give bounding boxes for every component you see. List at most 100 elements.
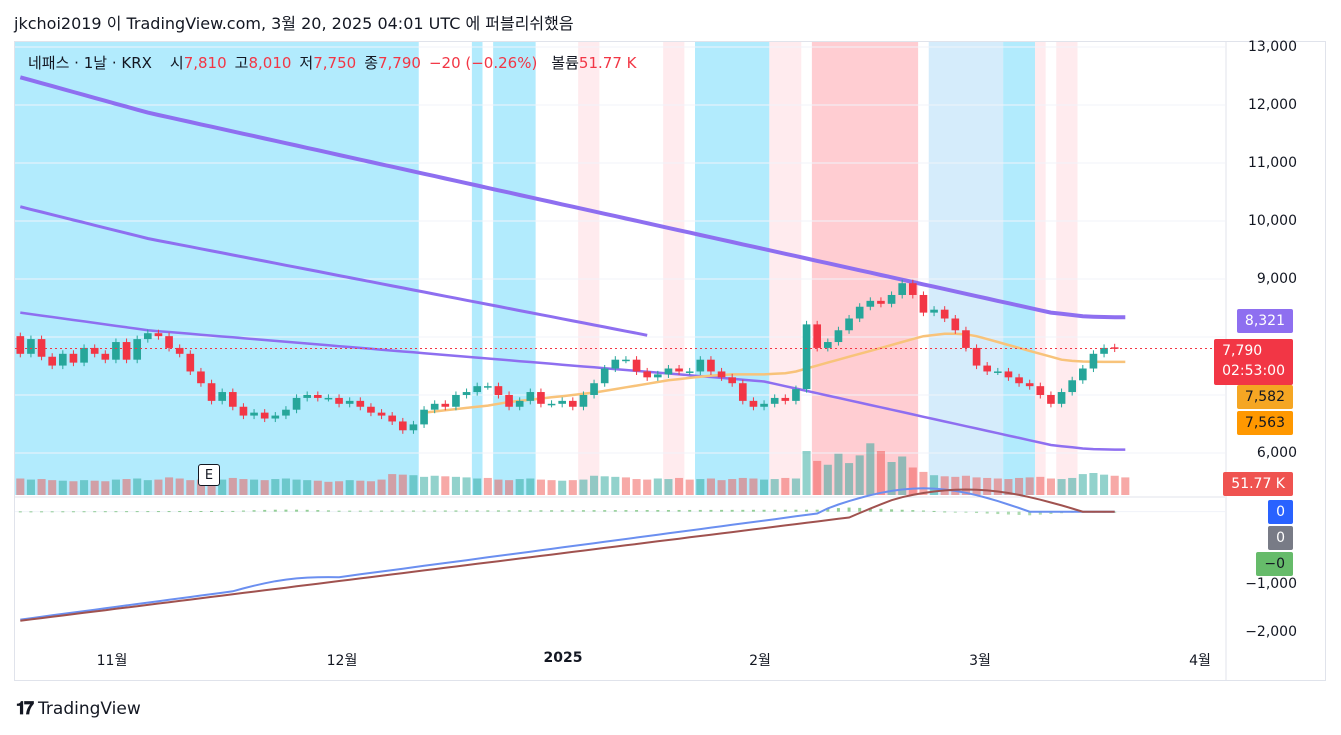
volume-bar [122, 479, 131, 495]
candle-body [781, 397, 790, 401]
time-tick: 2월 [749, 653, 771, 669]
volume-bar [133, 478, 142, 495]
macd-histogram-bar [326, 510, 330, 512]
volume-bar [154, 479, 163, 495]
volume-bar [377, 479, 386, 495]
macd-histogram-bar [677, 509, 681, 512]
macd-histogram-bar [443, 510, 447, 512]
macd-histogram-bar [635, 510, 639, 512]
volume-bar [1015, 477, 1024, 495]
candle-body [590, 383, 598, 395]
macd-histogram-bar [188, 511, 192, 513]
ma-long-label: 8,321 [1236, 309, 1293, 333]
volume-bar [887, 462, 896, 495]
last-price-label: 7,790 02:53:00 [1214, 339, 1293, 385]
ma-long-line [19, 75, 1126, 320]
volume-bar [866, 443, 875, 495]
price-tick: 9,000 [1256, 271, 1297, 287]
candle-body [462, 392, 471, 395]
macd-histogram-bar [401, 510, 405, 512]
macd-histogram-bar [879, 508, 883, 512]
macd-histogram-bar [231, 510, 235, 512]
candle-body [1057, 392, 1066, 404]
candle-body [855, 306, 864, 319]
ma-upper-line [19, 205, 648, 337]
candle-body [972, 347, 981, 366]
macd-histogram-bar [50, 511, 54, 513]
volume-bar [335, 481, 344, 495]
earnings-marker[interactable]: E [198, 464, 220, 486]
tradingview-brand[interactable]: 𝟏𝟕 TradingView [16, 698, 141, 719]
macd-histogram-bar [305, 509, 309, 512]
volume-bar [908, 467, 917, 495]
price-tick: 10,000 [1248, 213, 1297, 229]
candle-body [983, 365, 992, 372]
volume-bar [919, 471, 928, 495]
macd-histogram-bar [295, 509, 299, 512]
chart-frame[interactable] [14, 41, 1326, 681]
candle-body [547, 403, 556, 406]
volume-bar [494, 479, 503, 495]
volume-bar [111, 479, 120, 495]
candle-body [112, 342, 120, 360]
symbol-name[interactable]: 네패스 · 1날 · KRX [28, 54, 152, 72]
volume-bar [37, 479, 46, 495]
candle-body [643, 371, 652, 378]
macd-histogram-bar [709, 509, 713, 512]
volume-bar [940, 476, 949, 495]
candle-body [218, 392, 227, 401]
candle-body [69, 353, 78, 363]
candle-body [239, 406, 248, 416]
signal-line [20, 488, 1115, 622]
volume-bar [26, 479, 35, 495]
macd-histogram-bar [730, 509, 734, 512]
macd-histogram-bar [486, 510, 490, 512]
volume-bar [1057, 479, 1066, 495]
volume-bar [175, 478, 184, 495]
macd-histogram-bar [773, 509, 777, 512]
macd-histogram-bar [953, 511, 957, 513]
macd-histogram-bar [688, 509, 692, 512]
volume-bar [356, 480, 365, 495]
signal-zone [663, 42, 685, 495]
volume-bar [611, 476, 620, 495]
macd-histogram-bar [964, 511, 968, 513]
candle-body [823, 342, 832, 348]
volume-bar [218, 479, 227, 495]
macd-histogram-bar [932, 510, 936, 512]
candle-body [1047, 394, 1055, 404]
macd-line [20, 487, 1115, 621]
candle-body [993, 371, 1002, 373]
volume-bar [993, 478, 1002, 495]
candle-body [483, 386, 492, 388]
signal-zone [493, 42, 536, 495]
candle-body [367, 406, 375, 413]
candle-body [834, 330, 843, 343]
volume-bar [16, 478, 25, 495]
volume-bar [101, 481, 110, 495]
candle-body [951, 318, 960, 331]
price-tick: 12,000 [1248, 97, 1297, 113]
macd-histogram-bar [71, 511, 75, 513]
volume-bar [791, 478, 800, 495]
signal-zone [811, 42, 919, 495]
candle-body [505, 394, 513, 407]
candle-body [420, 409, 428, 425]
candle-body [101, 353, 110, 360]
macd-histogram-bar [603, 510, 607, 512]
candle-body [271, 415, 280, 419]
candle-body [940, 309, 949, 319]
macd-histogram-bar [496, 510, 500, 512]
volume-bar [951, 476, 960, 495]
candle-body [568, 400, 577, 407]
volume-bar [813, 460, 822, 495]
candle-body [345, 400, 354, 404]
candle-body [1078, 368, 1087, 381]
volume-bar [1121, 477, 1130, 495]
volume-bar [398, 474, 407, 495]
volume-bar [90, 480, 99, 495]
volume-bar [58, 480, 67, 495]
volume-bar [250, 479, 259, 495]
volume-bar [579, 479, 588, 495]
